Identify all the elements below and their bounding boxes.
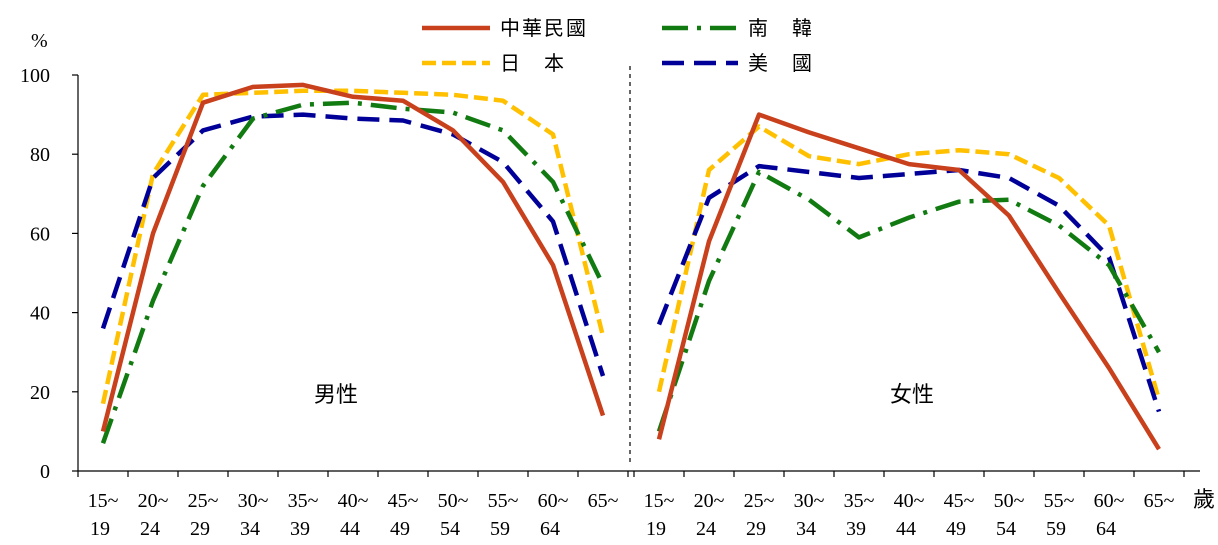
- y-tick-label: 40: [30, 303, 50, 325]
- series-line-roc-male: [100, 82, 606, 432]
- series-line-usa-female: [656, 163, 1162, 413]
- legend-label-roc: 中華民國: [500, 16, 588, 40]
- x-tick-label: 20~: [138, 490, 169, 512]
- x-tick-label: 50~: [438, 490, 469, 512]
- series-line-korea-male: [100, 100, 606, 445]
- x-tick-label-range-end: 59: [1046, 518, 1066, 540]
- x-tick-label-range-end: 49: [946, 518, 966, 540]
- legend-label-usa: 美 國: [748, 51, 814, 75]
- y-tick-label: 20: [30, 382, 50, 404]
- y-tick-label: 60: [30, 223, 50, 245]
- x-tick-label-range-end: 19: [646, 518, 666, 540]
- series-line-korea-female: [656, 169, 1161, 433]
- x-tick-label: 55~: [488, 490, 519, 512]
- x-tick-label-range-end: 39: [846, 518, 866, 540]
- x-tick-label-range-end: 54: [996, 518, 1016, 540]
- x-tick-label: 55~: [1044, 490, 1075, 512]
- x-tick-label: 30~: [238, 490, 269, 512]
- legend-label-japan: 日 本: [500, 51, 566, 75]
- x-tick-label: 40~: [894, 490, 925, 512]
- x-tick-label-range-end: 59: [490, 518, 510, 540]
- legend: 中華民國 南 韓日 本 美 國: [422, 16, 814, 75]
- legend-item-korea: 南 韓: [662, 16, 814, 40]
- x-tick-label: 30~: [794, 490, 825, 512]
- y-tick-label: 80: [30, 144, 50, 166]
- x-tick-label: 45~: [388, 490, 419, 512]
- legend-item-roc: 中華民國: [422, 16, 588, 40]
- y-tick-label: 100: [20, 65, 50, 87]
- panel-label-female: 女性: [890, 383, 934, 408]
- y-tick-label: 0: [40, 461, 50, 483]
- x-tick-label: 25~: [744, 490, 775, 512]
- x-tick-label-range-end: 29: [746, 518, 766, 540]
- legend-item-japan: 日 本: [422, 51, 566, 75]
- legend-item-usa: 美 國: [662, 51, 814, 75]
- axes: 0 20 40 60 80 100% 15~ 19 20~ 24 25~ 29 30~ 34 35~ 39 40…: [20, 30, 1215, 540]
- x-tick-label-range-end: 24: [140, 518, 160, 540]
- x-tick-label: 60~: [1094, 490, 1125, 512]
- x-tick-label-range-end: 24: [696, 518, 716, 540]
- x-tick-label: 20~: [694, 490, 725, 512]
- series-layer: [100, 82, 1162, 451]
- x-tick-label: 40~: [338, 490, 369, 512]
- x-tick-label: 65~: [1144, 490, 1175, 512]
- x-tick-label: 35~: [288, 490, 319, 512]
- x-tick-label-range-end: 19: [90, 518, 110, 540]
- legend-label-korea: 南 韓: [748, 16, 814, 40]
- series-line-japan-female: [656, 124, 1162, 401]
- x-tick-label: 45~: [944, 490, 975, 512]
- series-line-japan-male: [100, 88, 606, 405]
- x-tick-label-range-end: 44: [896, 518, 916, 540]
- x-tick-label-range-end: 49: [390, 518, 410, 540]
- x-tick-label: 35~: [844, 490, 875, 512]
- x-tick-label-range-end: 34: [796, 518, 816, 540]
- panel-label-male: 男性: [314, 383, 358, 408]
- x-tick-label: 25~: [188, 490, 219, 512]
- x-tick-label-range-end: 64: [540, 518, 560, 540]
- y-axis-unit: %: [31, 30, 48, 52]
- x-tick-label: 15~: [644, 490, 675, 512]
- x-tick-label: 65~: [588, 490, 619, 512]
- x-tick-label: 60~: [538, 490, 569, 512]
- x-tick-label-range-end: 34: [240, 518, 260, 540]
- x-tick-label: 50~: [994, 490, 1025, 512]
- x-axis-unit: 歲: [1193, 488, 1215, 513]
- x-tick-label: 15~: [88, 490, 119, 512]
- x-tick-label-range-end: 44: [340, 518, 360, 540]
- x-tick-label-range-end: 29: [190, 518, 210, 540]
- x-tick-label-range-end: 54: [440, 518, 460, 540]
- series-line-roc-female: [656, 112, 1161, 451]
- x-tick-label-range-end: 64: [1096, 518, 1116, 540]
- x-tick-label-range-end: 39: [290, 518, 310, 540]
